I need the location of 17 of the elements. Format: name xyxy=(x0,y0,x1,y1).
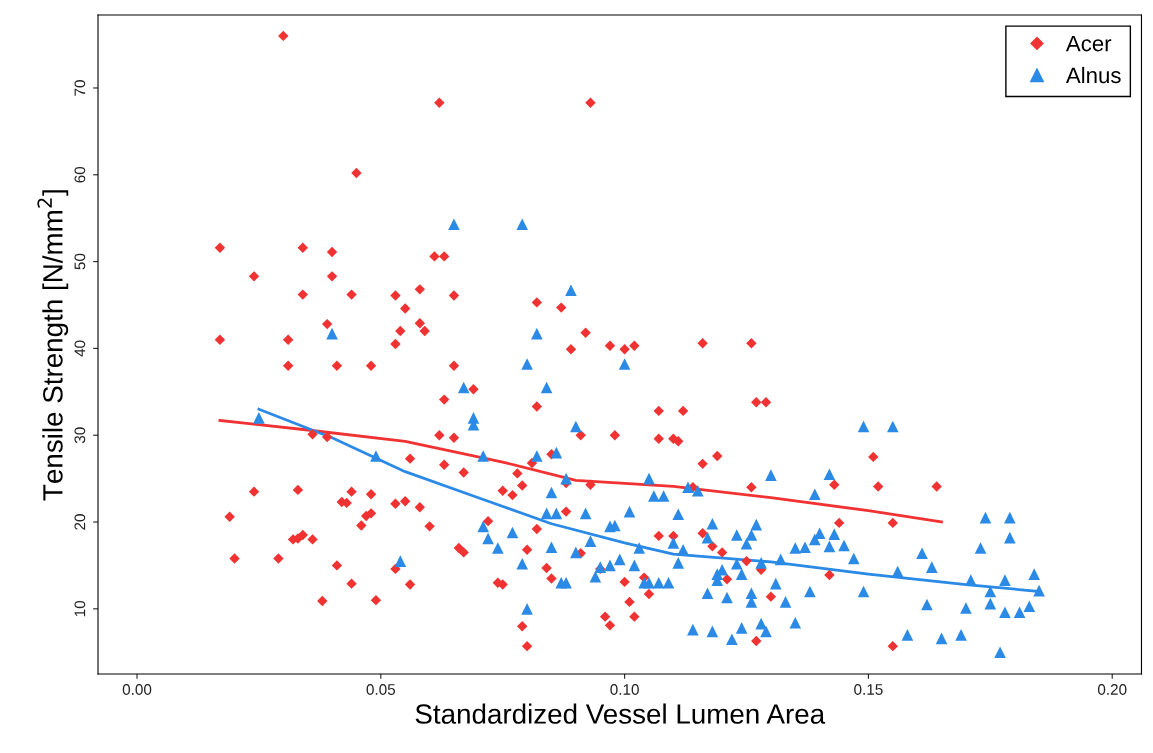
y-tick-label: 70 xyxy=(74,80,86,96)
x-tick-label: 0.05 xyxy=(366,684,396,695)
x-tick-label: 0.10 xyxy=(610,684,639,695)
y-tick-label: 20 xyxy=(74,514,86,530)
legend-label: Acer xyxy=(1065,35,1112,52)
y-tick-label: 50 xyxy=(74,253,86,270)
y-tick-label: 60 xyxy=(74,166,86,183)
y-tick-label: 40 xyxy=(74,340,86,357)
x-axis-title: Standardized Vessel Lumen Area xyxy=(415,703,826,724)
y-tick-label: 30 xyxy=(74,427,86,444)
x-tick-label: 0.00 xyxy=(122,684,152,695)
x-tick-label: 0.15 xyxy=(854,684,883,695)
y-axis-title: Tensile Strength [N/mm$^{2}$] xyxy=(37,190,69,501)
y-tick-label: 10 xyxy=(74,600,86,617)
line-series xyxy=(218,419,943,524)
legend-label: Alnus xyxy=(1065,66,1121,84)
x-tick-label: 0.20 xyxy=(1097,684,1127,695)
